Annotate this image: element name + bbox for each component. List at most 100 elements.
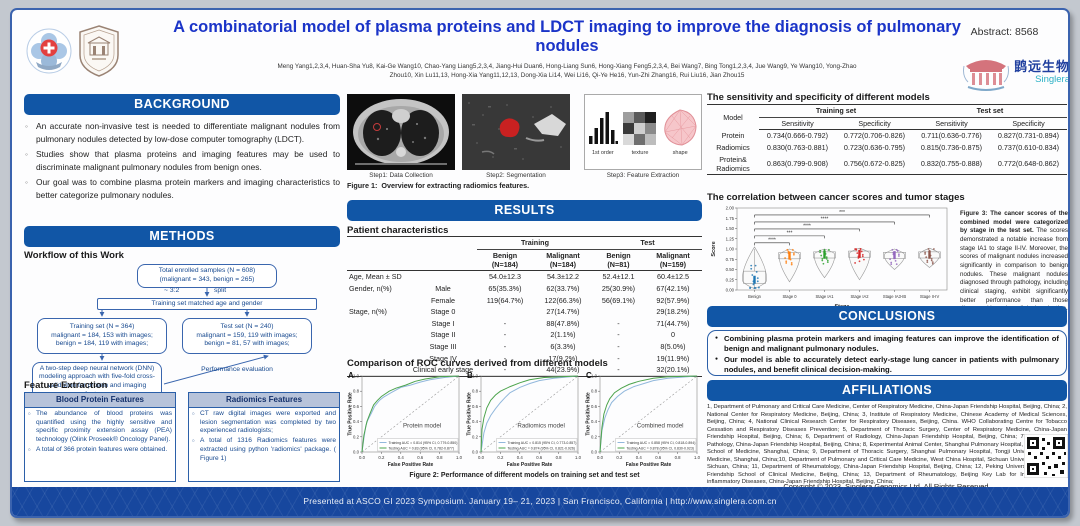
conclusion-bullet: Combining plasma protein markers and ima… <box>715 334 1059 354</box>
chart-text: 0.0 <box>353 450 360 455</box>
sensitivity-test-header: Sensitivity <box>913 117 990 131</box>
patient-table-cell: 27(14.7%) <box>546 307 580 317</box>
col-benign-training: Benign (N=184) <box>477 249 533 272</box>
chart-text: True Positive Rate <box>348 392 354 436</box>
chart-text: 0.0 <box>472 450 479 455</box>
sens-table-cell: 0.756(0.672-0.825) <box>843 159 906 169</box>
patient-table-cell <box>347 318 409 330</box>
chart-text: 0.6 <box>472 404 479 409</box>
chart-text: 1.0 <box>472 374 479 379</box>
figure3-caption: Figure 3: The cancer scores of the combi… <box>960 210 1068 314</box>
patient-table-cell: Male <box>435 284 451 294</box>
chart-text: 0.2 <box>472 434 479 439</box>
patient-table-row: Gender, n(%) Male 65(35.3%) 62(33.7%) 25(30.… <box>347 283 702 295</box>
radiomics-features-box: Radiomics Features CT raw digital images… <box>188 392 340 482</box>
author-list: Meng Yang1,2,3,4, Huan-Sha Yu8, Kai-Ge W… <box>162 62 972 80</box>
chart-text: 0.6 <box>536 455 543 460</box>
copyright-text: Copyright © 2023. Singlera Genomics,Ltd.… <box>707 482 1067 491</box>
patient-table-cell: Female <box>431 295 455 305</box>
training-set-header: Training set <box>759 104 913 118</box>
sensitivity-table-title: The sensitivity and specificity of diffe… <box>707 92 930 103</box>
patient-table-cell: - <box>617 353 620 363</box>
sens-table-group-header: Model Training set Test set <box>707 104 1067 122</box>
blood-protein-bullet-list: The abundance of blood proteins was quan… <box>25 408 175 458</box>
sens-table-cell: 0.737(0.610-0.834) <box>997 143 1060 153</box>
sens-table-row: Protein 0.734(0.666-0.792) 0.772(0.706-0.8… <box>707 130 1067 142</box>
patient-table-row: Stage IV - 17(9.2%) - 19(11.9%) <box>347 352 702 364</box>
patient-table-cell: Stage III <box>429 342 457 352</box>
patient-table-cell <box>409 271 477 283</box>
sensitivity-training-header: Sensitivity <box>759 117 836 131</box>
poster: A combinatorial model of plasma proteins… <box>10 8 1070 518</box>
patient-table-cell <box>347 341 409 353</box>
workflow-title: Workflow of this Work <box>24 250 124 261</box>
chart-text: 0.0 <box>597 455 604 460</box>
conclusions-box: Combining plasma protein markers and ima… <box>707 330 1067 376</box>
chart-text: 0.50 <box>726 267 735 272</box>
texture-label: texture <box>631 150 649 156</box>
patient-table-cell: 54.0±12.3 <box>489 272 521 282</box>
methods-heading: METHODS <box>24 226 340 247</box>
figure3-caption-bold: Figure 3: The cancer scores of the combi… <box>960 210 1068 235</box>
patient-table-row: Age, Mean ± SD 54.0±12.3 54.3±12.2 52.4±12.… <box>347 271 702 283</box>
figure2-caption: Figure 2: Performance of different model… <box>409 472 640 479</box>
chart-text: 0.8 <box>675 455 682 460</box>
chart-text: 0.0 <box>478 455 485 460</box>
chart-text: 0.0 <box>591 450 598 455</box>
chart-text: Stage IA2 <box>851 294 870 299</box>
patient-table-row: Clinical early stage - 44(23.9%) - 32(20.1%) <box>347 364 702 376</box>
chart-text: A <box>348 371 354 380</box>
chart-text: 0.8 <box>556 455 563 460</box>
col-malignant-test: Malignant (N=159) <box>644 249 702 272</box>
chart-text: 0.75 <box>726 257 735 262</box>
singlera-logo-en: Singlera <box>1035 74 1070 85</box>
roc-chart-C: C 0.0 0.0 0.2 0.2 0.4 0.4 0.6 0.6 0.8 0.8 1.0 1.0 Com… <box>585 369 702 471</box>
conclusions-heading: CONCLUSIONS <box>707 306 1067 327</box>
col-benign-test: Benign (N=81) <box>593 249 644 272</box>
chart-text: Combined model <box>637 423 684 430</box>
ct-scan-image <box>347 94 455 170</box>
sens-table-cell: 0.772(0.648-0.862) <box>997 159 1060 169</box>
patient-characteristics-table: Training Test Benign (N=184) Malignant (… <box>347 236 702 377</box>
background-bullet: Our goal was to combine plasma protein m… <box>24 176 340 201</box>
first-order-label: 1st order <box>591 150 614 156</box>
model-name-cell: Protein <box>721 131 745 141</box>
patient-table-cell: - <box>617 318 620 328</box>
test-group-header: Test <box>593 236 702 250</box>
patient-table-row: Stage I - 88(47.8%) - 71(44.7%) <box>347 318 702 330</box>
chart-text: 1.0 <box>456 455 463 460</box>
china-japan-friendship-hospital-logo <box>26 28 72 74</box>
blood-protein-features-box: Blood Protein Features The abundance of … <box>24 392 176 482</box>
flow-test-set: Test set (N = 240) malignant = 159, 119 … <box>182 318 312 354</box>
chart-text: Stage 0 <box>782 294 797 299</box>
chart-text: 0.2 <box>497 455 504 460</box>
chart-text: 0.25 <box>726 277 735 282</box>
sens-table-cell: 0.827(0.731-0.894) <box>997 131 1060 141</box>
patient-table-cell: 54.3±12.2 <box>547 272 579 282</box>
chart-text: Protein model <box>403 423 441 430</box>
training-group-header: Training <box>477 236 593 250</box>
specificity-training-header: Specificity <box>836 117 913 131</box>
sens-table-sub-header: Sensitivity Specificity Sensitivity Spec… <box>707 117 1067 131</box>
chart-text: 1.0 <box>591 374 598 379</box>
sens-table-cell: 0.772(0.706-0.826) <box>843 131 906 141</box>
chart-text: 1.75 <box>726 216 735 221</box>
poster-title: A combinatorial model of plasma proteins… <box>173 18 961 56</box>
patient-table-column-header: Benign (N=184) Malignant (N=184) Benign … <box>347 249 702 272</box>
chart-text: 2.00 <box>726 206 735 211</box>
shape-glyph: shape <box>662 108 698 156</box>
chart-text: 0.8 <box>472 389 479 394</box>
model-column-header: Model <box>723 112 743 122</box>
background-bullet-list: An accurate non-invasive test is needed … <box>24 120 340 205</box>
patient-table-cell: 67(42.1%) <box>656 284 690 294</box>
results-heading: RESULTS <box>347 200 702 221</box>
chart-text: B <box>467 371 473 380</box>
chart-text: 0.8 <box>437 455 444 460</box>
chart-text: False Positive Rate <box>507 462 553 468</box>
chart-text: 0.2 <box>591 434 598 439</box>
patient-table-cell: - <box>617 365 620 375</box>
patient-table-cell <box>477 306 533 318</box>
abstract-number: Abstract: 8568 <box>970 26 1039 38</box>
chart-text: 0.8 <box>591 389 598 394</box>
chart-text: 0.8 <box>353 389 360 394</box>
